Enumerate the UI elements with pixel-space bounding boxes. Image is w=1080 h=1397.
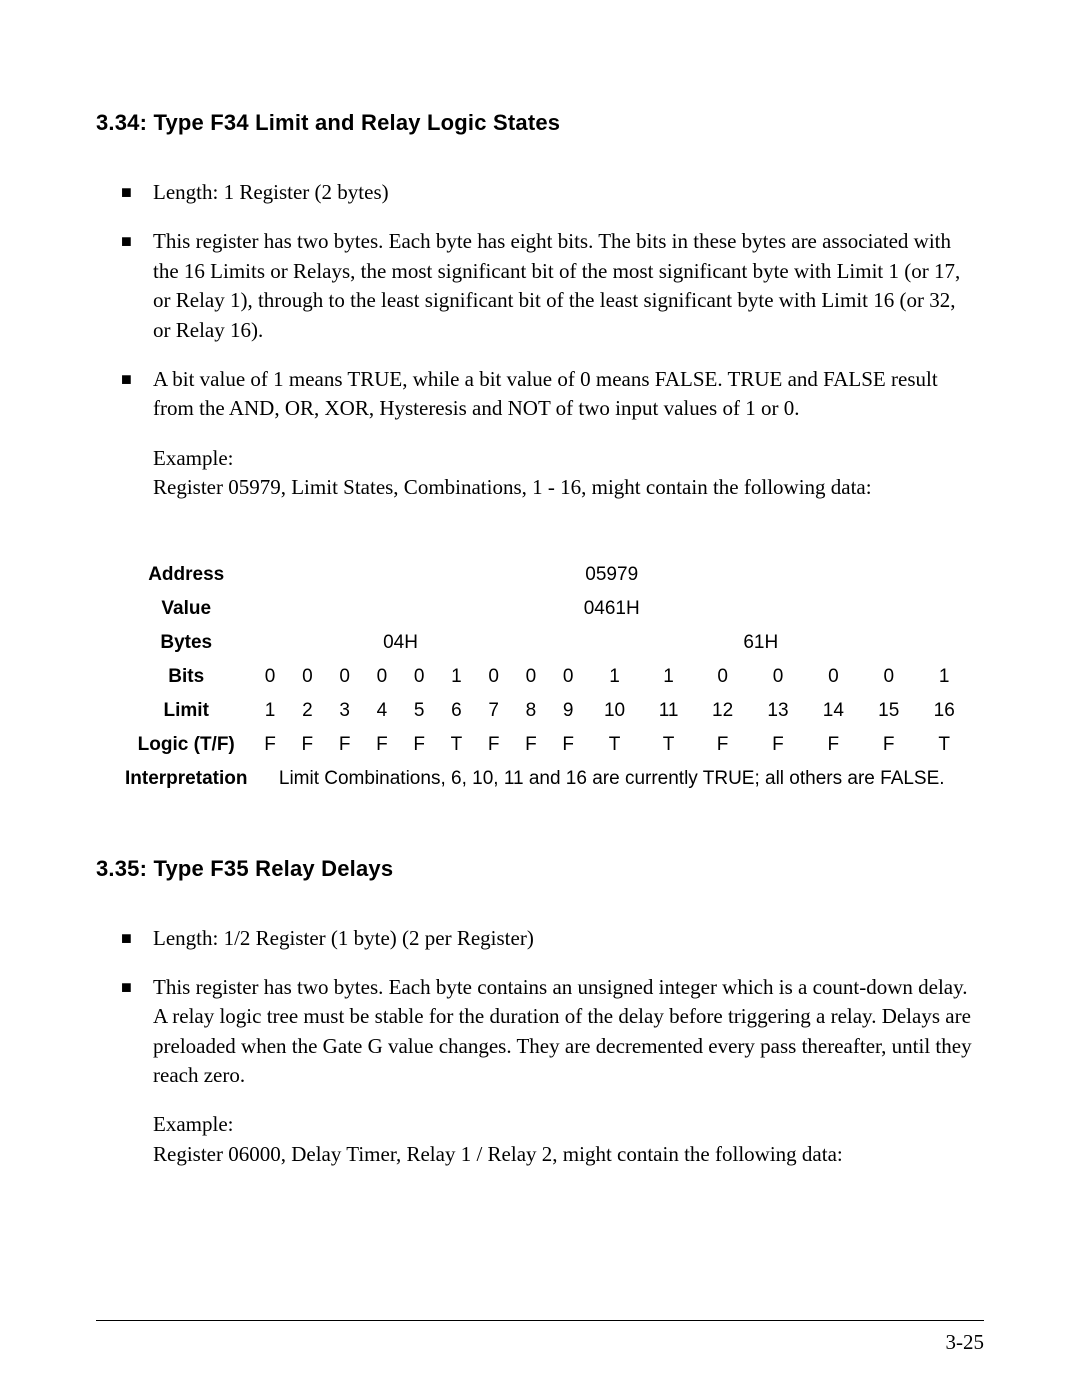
- cell: T: [587, 728, 642, 762]
- cell: 13: [750, 694, 805, 728]
- cell: 9: [550, 694, 587, 728]
- example-label: Example:: [153, 1110, 974, 1139]
- bullet-item: Length: 1 Register (2 bytes): [121, 178, 984, 207]
- cell: 0: [750, 660, 805, 694]
- bullet-item: This register has two bytes. Each byte h…: [121, 227, 984, 345]
- cell: 0: [326, 660, 363, 694]
- row-label: Bytes: [121, 626, 251, 660]
- cell: 11: [642, 694, 695, 728]
- table-row-logic: Logic (T/F) F F F F F T F F F T T F F F …: [121, 728, 972, 762]
- cell: F: [750, 728, 805, 762]
- row-value: 61H: [550, 626, 972, 660]
- cell: 0: [806, 660, 861, 694]
- row-label: Limit: [121, 694, 251, 728]
- cell: F: [861, 728, 916, 762]
- page-number: 3-25: [946, 1330, 985, 1355]
- cell: 6: [438, 694, 475, 728]
- cell: 2: [289, 694, 326, 728]
- cell: 1: [438, 660, 475, 694]
- cell: 0: [512, 660, 549, 694]
- cell: 7: [475, 694, 512, 728]
- cell: F: [512, 728, 549, 762]
- cell: 4: [363, 694, 400, 728]
- state-table: Address 05979 Value 0461H Bytes 04H 61H …: [96, 558, 984, 796]
- cell: F: [251, 728, 288, 762]
- example-label: Example:: [153, 444, 974, 473]
- table-row-bytes: Bytes 04H 61H: [121, 626, 972, 660]
- bullet-item: Length: 1/2 Register (1 byte) (2 per Reg…: [121, 924, 984, 953]
- cell: 0: [401, 660, 438, 694]
- cell: F: [289, 728, 326, 762]
- cell: 0: [289, 660, 326, 694]
- cell: T: [642, 728, 695, 762]
- table-row-address: Address 05979: [121, 558, 972, 592]
- example-block-334: Example: Register 05979, Limit States, C…: [96, 444, 984, 503]
- row-label: Bits: [121, 660, 251, 694]
- cell: F: [550, 728, 587, 762]
- cell: 3: [326, 694, 363, 728]
- row-label: Interpretation: [121, 762, 251, 796]
- footer-rule: [96, 1320, 984, 1321]
- cell: T: [916, 728, 972, 762]
- table-row-interpretation: Interpretation Limit Combinations, 6, 10…: [121, 762, 972, 796]
- cell: 1: [587, 660, 642, 694]
- cell: F: [806, 728, 861, 762]
- cell: F: [401, 728, 438, 762]
- cell: F: [363, 728, 400, 762]
- cell: 10: [587, 694, 642, 728]
- cell: F: [326, 728, 363, 762]
- table-row-limit: Limit 1 2 3 4 5 6 7 8 9 10 11 12 13 14 1…: [121, 694, 972, 728]
- cell: 1: [916, 660, 972, 694]
- cell: 8: [512, 694, 549, 728]
- cell: T: [438, 728, 475, 762]
- section-heading-335: 3.35: Type F35 Relay Delays: [96, 856, 984, 882]
- table-row-value: Value 0461H: [121, 592, 972, 626]
- row-label: Logic (T/F): [121, 728, 251, 762]
- row-value: Limit Combinations, 6, 10, 11 and 16 are…: [251, 762, 972, 796]
- cell: F: [475, 728, 512, 762]
- cell: 0: [550, 660, 587, 694]
- example-text: Register 05979, Limit States, Combinatio…: [153, 473, 974, 502]
- cell: 0: [861, 660, 916, 694]
- section-heading-334: 3.34: Type F34 Limit and Relay Logic Sta…: [96, 110, 984, 136]
- section-335-list: Length: 1/2 Register (1 byte) (2 per Reg…: [96, 924, 984, 1091]
- row-label: Value: [121, 592, 251, 626]
- section-334-list: Length: 1 Register (2 bytes) This regist…: [96, 178, 984, 424]
- cell: 1: [251, 694, 288, 728]
- cell: 14: [806, 694, 861, 728]
- cell: 15: [861, 694, 916, 728]
- cell: 0: [475, 660, 512, 694]
- bullet-item: This register has two bytes. Each byte c…: [121, 973, 984, 1091]
- cell: 0: [251, 660, 288, 694]
- cell: 0: [363, 660, 400, 694]
- cell: 5: [401, 694, 438, 728]
- row-value: 04H: [251, 626, 549, 660]
- cell: 1: [642, 660, 695, 694]
- row-value: 0461H: [251, 592, 972, 626]
- page: 3.34: Type F34 Limit and Relay Logic Sta…: [0, 0, 1080, 1397]
- bullet-item: A bit value of 1 means TRUE, while a bit…: [121, 365, 984, 424]
- table-row-bits: Bits 0 0 0 0 0 1 0 0 0 1 1 0 0 0 0 1: [121, 660, 972, 694]
- cell: 0: [695, 660, 750, 694]
- example-text: Register 06000, Delay Timer, Relay 1 / R…: [153, 1140, 974, 1169]
- row-label: Address: [121, 558, 251, 592]
- cell: 16: [916, 694, 972, 728]
- cell: 12: [695, 694, 750, 728]
- row-value: 05979: [251, 558, 972, 592]
- example-block-335: Example: Register 06000, Delay Timer, Re…: [96, 1110, 984, 1169]
- cell: F: [695, 728, 750, 762]
